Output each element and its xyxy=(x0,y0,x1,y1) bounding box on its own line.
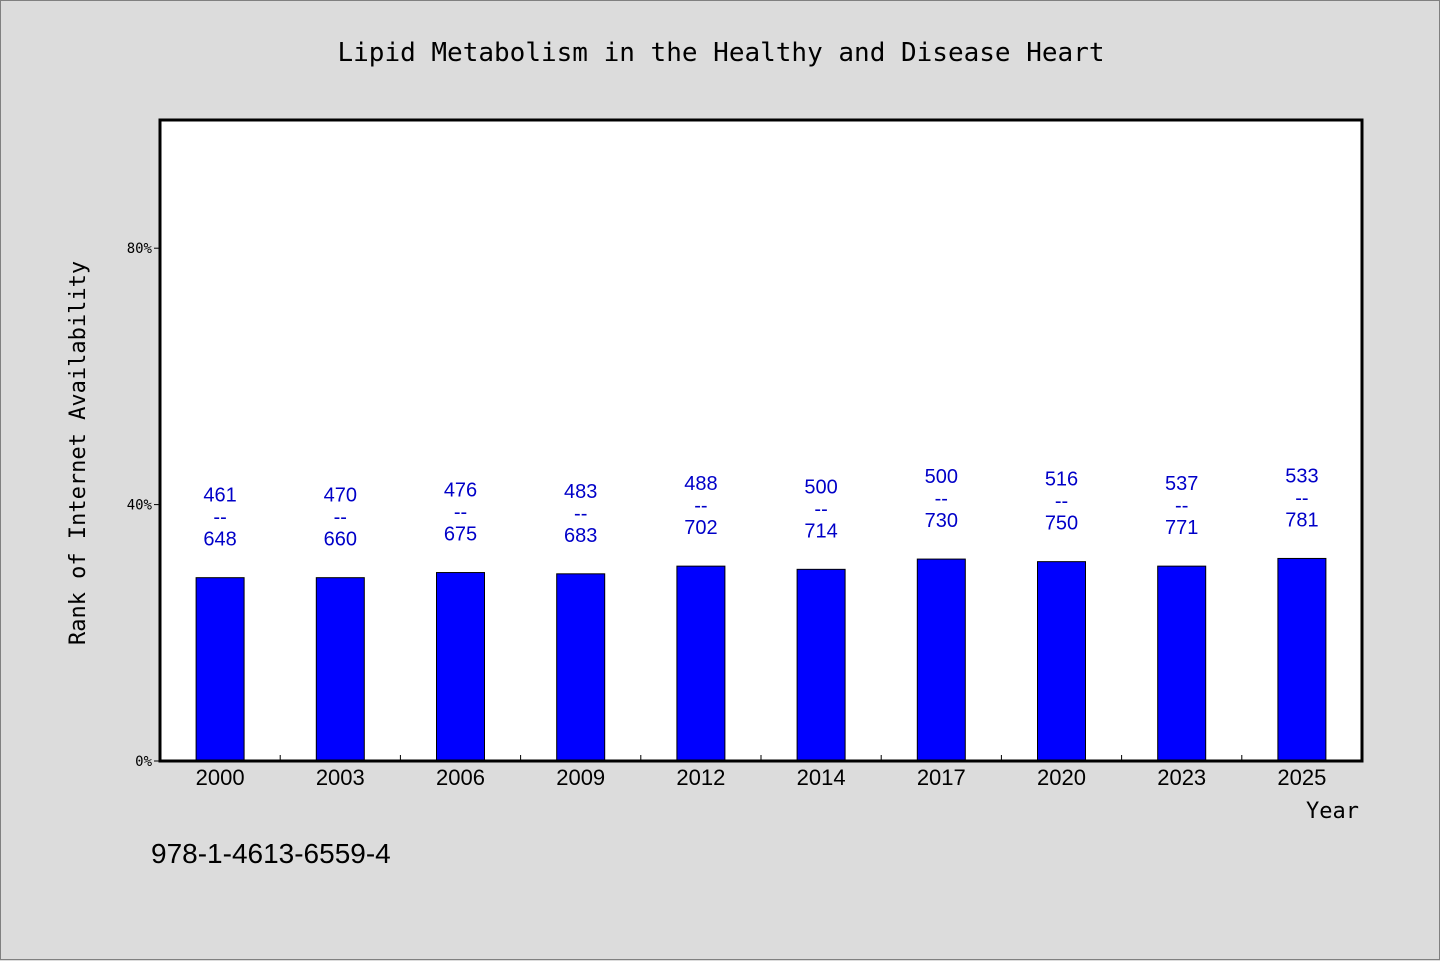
data-labels-layer: 461--648470--660476--675483--683488--702… xyxy=(203,465,1318,550)
bar-2006 xyxy=(436,572,485,762)
data-label-top-2017: 500 xyxy=(925,466,958,488)
x-tick-label-2023: 2023 xyxy=(1157,765,1206,790)
x-tick-label-2020: 2020 xyxy=(1037,765,1086,790)
data-label-top-2000: 461 xyxy=(203,485,236,507)
bars-layer xyxy=(195,557,1327,762)
bar-2020 xyxy=(1037,561,1086,762)
chart-title: Lipid Metabolism in the Healthy and Dise… xyxy=(337,38,1104,68)
data-label-bottom-2017: 730 xyxy=(925,510,958,532)
data-label-bottom-2012: 702 xyxy=(684,517,717,539)
data-label-sep-2020: -- xyxy=(1055,491,1068,513)
y-tick-label-0: 0% xyxy=(135,754,152,770)
data-label-sep-2006: -- xyxy=(454,502,467,524)
x-axis: 2000 2003 2006 2009 2012 2014 2017 2020 2023 2025 xyxy=(196,755,1326,790)
data-label-top-2020: 516 xyxy=(1045,469,1078,491)
bar-2000 xyxy=(195,577,245,762)
data-label-sep-2000: -- xyxy=(213,507,226,529)
x-tick-label-2003: 2003 xyxy=(316,765,365,790)
data-label-top-2009: 483 xyxy=(564,481,597,503)
bar-2009 xyxy=(556,573,606,762)
data-label-top-2006: 476 xyxy=(444,480,477,502)
data-label-sep-2012: -- xyxy=(694,495,707,517)
bar-2023 xyxy=(1157,565,1207,762)
x-tick-label-2006: 2006 xyxy=(436,765,485,790)
bar-2014 xyxy=(796,568,846,762)
data-label-sep-2017: -- xyxy=(935,488,948,510)
data-label-bottom-2009: 683 xyxy=(564,525,597,547)
data-label-bottom-2014: 714 xyxy=(804,520,837,542)
data-label-bottom-2003: 660 xyxy=(324,529,357,551)
data-label-bottom-2020: 750 xyxy=(1045,513,1078,535)
x-tick-label-2009: 2009 xyxy=(556,765,605,790)
data-label-sep-2009: -- xyxy=(574,503,587,525)
data-label-bottom-2025: 781 xyxy=(1285,509,1318,531)
x-tick-label-2000: 2000 xyxy=(196,765,245,790)
data-label-sep-2025: -- xyxy=(1295,487,1308,509)
data-label-top-2012: 488 xyxy=(684,473,717,495)
y-tick-label-40: 40% xyxy=(127,498,153,514)
data-label-sep-2023: -- xyxy=(1175,495,1188,517)
data-label-top-2023: 537 xyxy=(1165,473,1198,495)
y-tick-label-80: 80% xyxy=(127,241,153,257)
bar-2025 xyxy=(1277,557,1327,762)
data-label-bottom-2006: 675 xyxy=(444,524,477,546)
data-label-top-2003: 470 xyxy=(324,485,357,507)
x-tick-label-2012: 2012 xyxy=(676,765,725,790)
y-axis-title: Rank of Internet Availability xyxy=(66,261,91,645)
bar-2003 xyxy=(315,577,365,762)
x-tick-label-2017: 2017 xyxy=(917,765,966,790)
data-label-sep-2014: -- xyxy=(814,498,827,520)
data-label-bottom-2000: 648 xyxy=(203,529,236,551)
bar-2012 xyxy=(676,565,726,762)
data-label-top-2014: 500 xyxy=(804,476,837,498)
data-label-sep-2003: -- xyxy=(334,507,347,529)
data-label-top-2025: 533 xyxy=(1285,465,1318,487)
plot-border xyxy=(158,118,1364,763)
x-tick-label-2014: 2014 xyxy=(797,765,846,790)
y-axis: 0% 40% 80% xyxy=(127,241,160,770)
isbn-footer: 978-1-4613-6559-4 xyxy=(151,838,391,869)
x-axis-title: Year xyxy=(1306,799,1359,824)
data-label-bottom-2023: 771 xyxy=(1165,517,1198,539)
bar-2017 xyxy=(916,558,966,762)
x-tick-label-2025: 2025 xyxy=(1277,765,1326,790)
